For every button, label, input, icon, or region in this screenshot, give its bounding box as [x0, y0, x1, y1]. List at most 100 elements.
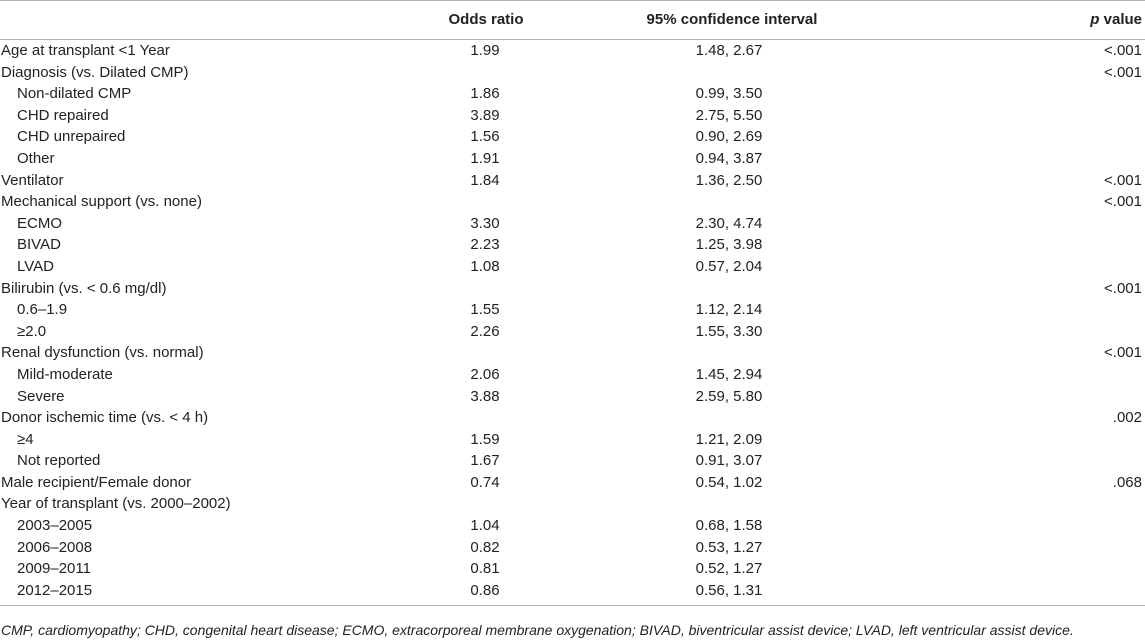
row-label: Other [17, 149, 55, 167]
table-footnote: CMP, cardiomyopathy; CHD, congenital hea… [1, 622, 1074, 638]
confidence-interval-cell: 1.12, 2.14 [695, 301, 763, 319]
row-label: ≥4 [17, 430, 34, 448]
table-row: 2006–2008 0.82 0.53, 1.27 [0, 537, 1145, 559]
row-label: Non-dilated CMP [17, 85, 132, 103]
confidence-interval-cell: 0.90, 2.69 [695, 128, 763, 146]
odds-ratio-cell: 3.88 [470, 387, 500, 405]
row-label: Renal dysfunction (vs. normal) [1, 344, 204, 362]
row-label: CHD repaired [17, 106, 109, 124]
header-odds-ratio: Odds ratio [448, 11, 524, 28]
header-rule [0, 39, 1145, 40]
table-row: Other 1.91 0.94, 3.87 [0, 148, 1145, 170]
p-value-cell: <.001 [1104, 42, 1142, 59]
odds-ratio-cell: 1.04 [470, 517, 500, 535]
p-value-cell: <.001 [1104, 279, 1142, 297]
row-label: Male recipient/Female donor [1, 473, 192, 491]
table-row: 2012–2015 0.86 0.56, 1.31 [0, 580, 1145, 602]
row-label: BIVAD [17, 236, 61, 254]
table-body: Age at transplant <1 Year 1.99 1.48, 2.67 <… [0, 40, 1145, 601]
confidence-interval-cell: 0.54, 1.02 [695, 473, 763, 491]
table-row: 0.6–1.9 1.55 1.12, 2.14 [0, 299, 1145, 321]
confidence-interval-cell: 1.25, 3.98 [695, 236, 763, 254]
header-confidence-interval: 95% confidence interval [646, 11, 818, 28]
row-label: 2006–2008 [17, 538, 93, 556]
header-p-rest: value [1099, 11, 1142, 28]
confidence-interval-cell: 1.55, 3.30 [695, 322, 763, 340]
row-label: Year of transplant (vs. 2000–2002) [1, 495, 231, 513]
p-value-cell: .002 [1112, 409, 1142, 427]
odds-ratio-cell: 0.86 [470, 581, 500, 599]
row-label: Age at transplant <1 Year [1, 42, 170, 59]
table-row: ≥4 1.59 1.21, 2.09 [0, 429, 1145, 451]
confidence-interval-cell: 1.45, 2.94 [695, 365, 763, 383]
row-label: 2012–2015 [17, 581, 93, 599]
confidence-interval-cell: 0.53, 1.27 [695, 538, 763, 556]
confidence-interval-cell: 0.94, 3.87 [695, 149, 763, 167]
odds-ratio-cell: 1.91 [470, 149, 500, 167]
table-row: Non-dilated CMP 1.86 0.99, 3.50 [0, 83, 1145, 105]
confidence-interval-cell: 1.21, 2.09 [695, 430, 763, 448]
odds-ratio-cell: 2.26 [470, 322, 500, 340]
p-value-cell: .068 [1112, 473, 1142, 491]
odds-ratio-cell: 1.99 [470, 42, 500, 59]
odds-ratio-cell: 1.59 [470, 430, 500, 448]
table-row: Male recipient/Female donor 0.74 0.54, 1.0… [0, 472, 1145, 494]
table-row: LVAD 1.08 0.57, 2.04 [0, 256, 1145, 278]
table-row: Bilirubin (vs. < 0.6 mg/dl) <.001 [0, 278, 1145, 300]
odds-ratio-table: Odds ratio 95% confidence interval p val… [0, 0, 1145, 607]
bottom-rule [0, 605, 1145, 607]
row-label: Ventilator [1, 171, 64, 189]
odds-ratio-cell: 2.06 [470, 365, 500, 383]
confidence-interval-cell: 2.75, 5.50 [695, 106, 763, 124]
header-p-value: p value [1090, 1, 1142, 39]
p-value-cell: <.001 [1104, 193, 1142, 211]
confidence-interval-cell: 0.52, 1.27 [695, 560, 763, 578]
row-label: Mild-moderate [17, 365, 113, 383]
table-header-row: Odds ratio 95% confidence interval p val… [0, 1, 1145, 39]
table-row: Ventilator 1.84 1.36, 2.50 <.001 [0, 170, 1145, 192]
row-label: ECMO [17, 214, 62, 232]
odds-ratio-cell: 0.74 [470, 473, 500, 491]
odds-ratio-cell: 1.86 [470, 85, 500, 103]
confidence-interval-cell: 2.30, 4.74 [695, 214, 763, 232]
odds-ratio-cell: 1.84 [470, 171, 500, 189]
confidence-interval-cell: 0.68, 1.58 [695, 517, 763, 535]
top-rule [0, 0, 1145, 1]
confidence-interval-cell: 0.56, 1.31 [695, 581, 763, 599]
table-row: Mild-moderate 2.06 1.45, 2.94 [0, 364, 1145, 386]
table-row: Diagnosis (vs. Dilated CMP) <.001 [0, 62, 1145, 84]
row-label: 2003–2005 [17, 517, 93, 535]
table-row: Year of transplant (vs. 2000–2002) [0, 493, 1145, 515]
odds-ratio-cell: 1.08 [470, 257, 500, 275]
row-label: CHD unrepaired [17, 128, 126, 146]
p-value-cell: <.001 [1104, 171, 1142, 189]
odds-ratio-cell: 0.81 [470, 560, 500, 578]
table-row: Renal dysfunction (vs. normal) <.001 [0, 342, 1145, 364]
row-label: LVAD [17, 257, 54, 275]
table-row: CHD repaired 3.89 2.75, 5.50 [0, 105, 1145, 127]
confidence-interval-cell: 0.91, 3.07 [695, 452, 763, 470]
table-row: Mechanical support (vs. none) <.001 [0, 191, 1145, 213]
row-label: Donor ischemic time (vs. < 4 h) [1, 409, 209, 427]
table-row: ≥2.0 2.26 1.55, 3.30 [0, 321, 1145, 343]
odds-ratio-cell: 1.56 [470, 128, 500, 146]
table-row: ECMO 3.30 2.30, 4.74 [0, 213, 1145, 235]
row-label: Severe [17, 387, 65, 405]
header-p-letter: p [1090, 11, 1100, 28]
table-row: Age at transplant <1 Year 1.99 1.48, 2.67 <… [0, 40, 1145, 62]
odds-ratio-cell: 3.89 [470, 106, 500, 124]
p-value-cell: <.001 [1104, 344, 1142, 362]
row-label: Bilirubin (vs. < 0.6 mg/dl) [1, 279, 167, 297]
odds-ratio-cell: 3.30 [470, 214, 500, 232]
table-row: CHD unrepaired 1.56 0.90, 2.69 [0, 126, 1145, 148]
odds-ratio-cell: 1.67 [470, 452, 500, 470]
row-label: 2009–2011 [17, 560, 91, 578]
row-label: 0.6–1.9 [17, 301, 68, 319]
confidence-interval-cell: 1.48, 2.67 [695, 42, 763, 59]
table-row: Donor ischemic time (vs. < 4 h) .002 [0, 407, 1145, 429]
odds-ratio-cell: 1.55 [470, 301, 500, 319]
table-row: 2003–2005 1.04 0.68, 1.58 [0, 515, 1145, 537]
confidence-interval-cell: 1.36, 2.50 [695, 171, 763, 189]
confidence-interval-cell: 2.59, 5.80 [695, 387, 763, 405]
row-label: Diagnosis (vs. Dilated CMP) [1, 63, 189, 81]
